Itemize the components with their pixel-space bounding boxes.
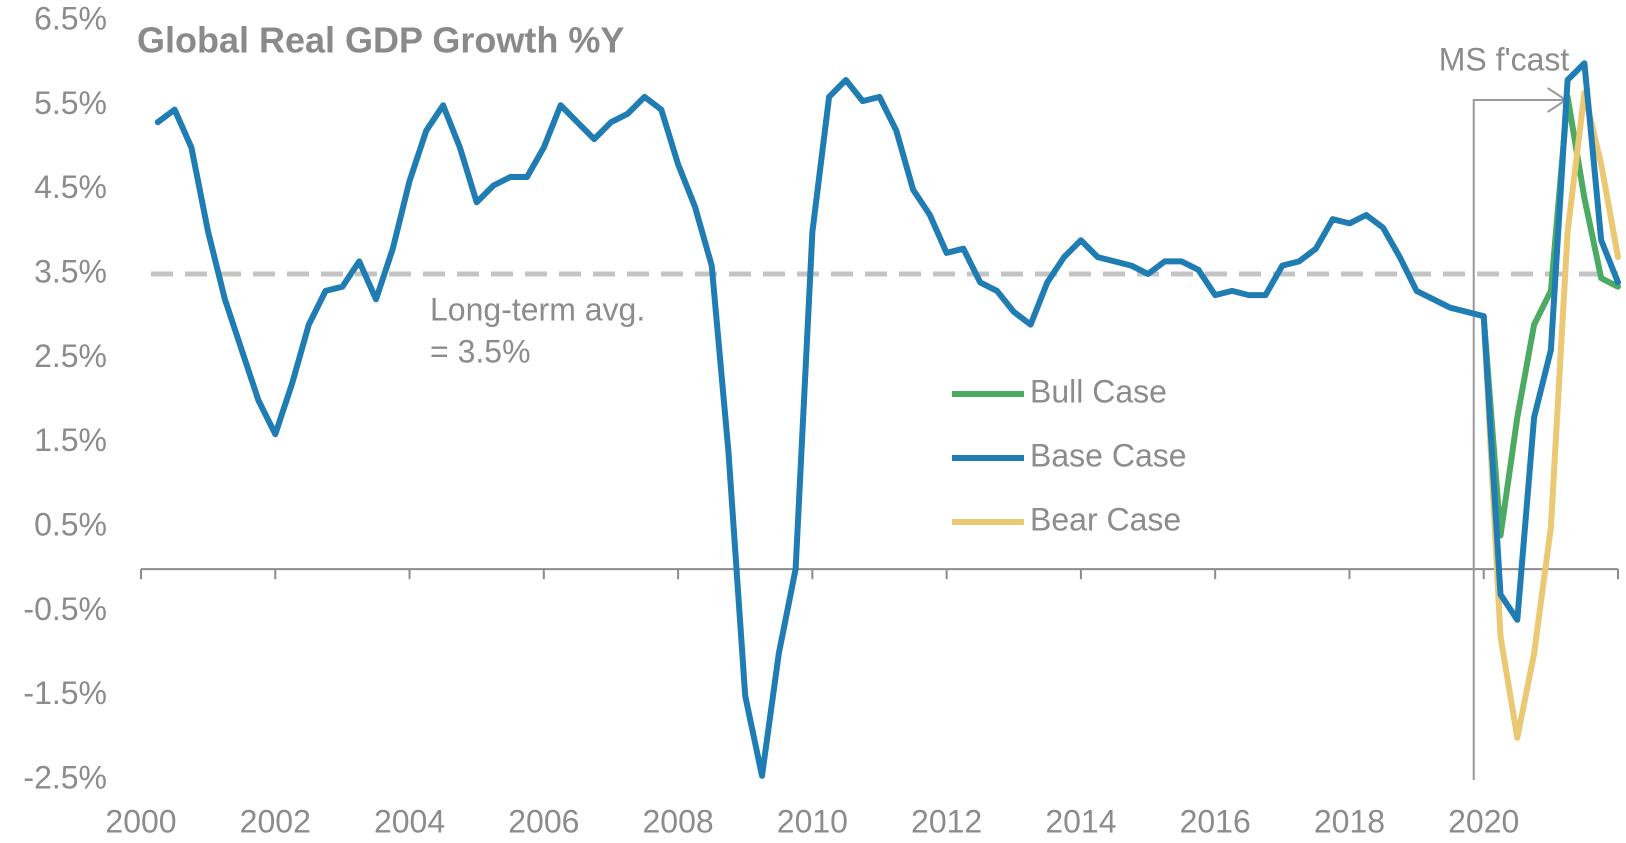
average-label: = 3.5% (430, 333, 531, 369)
forecast-marker (1472, 99, 1564, 780)
x-tick-label: 2010 (777, 803, 848, 839)
series-line (154, 60, 1621, 779)
x-tick-label: 2020 (1448, 803, 1519, 839)
x-tick-label: 2000 (105, 803, 176, 839)
y-tick-label: 2.5% (34, 338, 107, 374)
legend-label: Bull Case (1030, 373, 1167, 409)
legend-label: Base Case (1030, 437, 1187, 473)
x-tick-label: 2016 (1180, 803, 1251, 839)
forecast-label: MS f'cast (1439, 41, 1570, 77)
legend-label: Bear Case (1030, 501, 1181, 537)
y-tick-label: -0.5% (23, 591, 107, 627)
x-tick-label: 2012 (911, 803, 982, 839)
average-label: Long-term avg. (430, 291, 645, 327)
y-tick-label: 1.5% (34, 422, 107, 458)
y-tick-label: 3.5% (34, 253, 107, 289)
y-tick-label: 5.5% (34, 85, 107, 121)
y-tick-label: -2.5% (23, 759, 107, 795)
y-tick-label: 4.5% (34, 169, 107, 205)
x-tick-label: 2004 (374, 803, 445, 839)
y-tick-label: 0.5% (34, 506, 107, 542)
y-tick-label: -1.5% (23, 675, 107, 711)
x-tick-label: 2006 (508, 803, 579, 839)
x-tick-label: 2002 (240, 803, 311, 839)
x-tick-label: 2018 (1314, 803, 1385, 839)
series-line (1480, 93, 1621, 539)
x-tick-label: 2008 (642, 803, 713, 839)
chart-title: Global Real GDP Growth %Y (137, 20, 624, 61)
y-tick-label: 6.5% (34, 0, 107, 36)
x-tick-label: 2014 (1045, 803, 1116, 839)
series-line (1480, 89, 1621, 741)
